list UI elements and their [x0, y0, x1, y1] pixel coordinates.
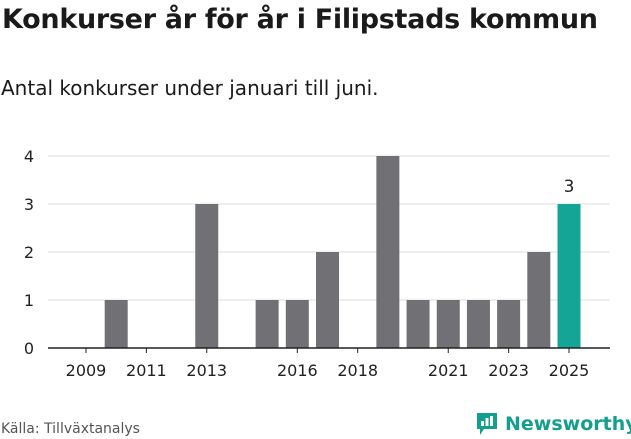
- x-axis: 2009 2011 2013 2016 2018 2021 2023 2025: [48, 347, 610, 380]
- y-tick-label: 2: [24, 243, 34, 262]
- bar-2019: [376, 156, 400, 348]
- bar-2022: [466, 300, 490, 348]
- newsworthy-logo-icon: [477, 413, 497, 435]
- bar-2015: [255, 300, 279, 348]
- y-tick-label: 4: [24, 147, 34, 166]
- bar-chart: 0 1 2 3 4 2009 2011 2013 2016 2018 2021 2023 2025 3: [24, 147, 610, 380]
- brand-name: Newsworthy: [505, 413, 631, 435]
- y-tick-label: 1: [24, 291, 34, 310]
- x-tick-label: 2013: [186, 361, 227, 380]
- chart-title: Konkurser år för år i Filipstads kommun: [2, 4, 598, 35]
- source-note: Källa: Tillväxtanalys: [1, 421, 140, 437]
- bar-2017: [316, 252, 339, 348]
- bar-2013: [195, 204, 219, 348]
- x-tick-label: 2023: [488, 361, 529, 380]
- x-tick-label: 2025: [549, 361, 590, 380]
- bar-2023: [497, 300, 521, 348]
- x-tick-label: 2016: [277, 361, 318, 380]
- bar-2016: [285, 300, 309, 348]
- y-tick-label: 3: [24, 195, 34, 214]
- bar-2020: [406, 300, 430, 348]
- data-labels: 3: [564, 177, 575, 197]
- bar-2010: [104, 300, 128, 348]
- bar-2025: [557, 204, 581, 348]
- y-tick-label: 0: [24, 339, 34, 358]
- y-axis-ticks: 0 1 2 3 4: [24, 147, 34, 358]
- bar-2024: [527, 252, 551, 348]
- x-tick-label: 2009: [66, 361, 107, 380]
- newsworthy-brand[interactable]: Newsworthy: [475, 409, 631, 439]
- bar-2021: [436, 300, 460, 348]
- data-label-2025: 3: [564, 177, 575, 197]
- x-tick-label: 2011: [126, 361, 167, 380]
- bars: [104, 156, 581, 348]
- x-tick-label: 2021: [428, 361, 469, 380]
- x-tick-label: 2018: [337, 361, 378, 380]
- chart-subtitle: Antal konkurser under januari till juni.: [1, 76, 379, 100]
